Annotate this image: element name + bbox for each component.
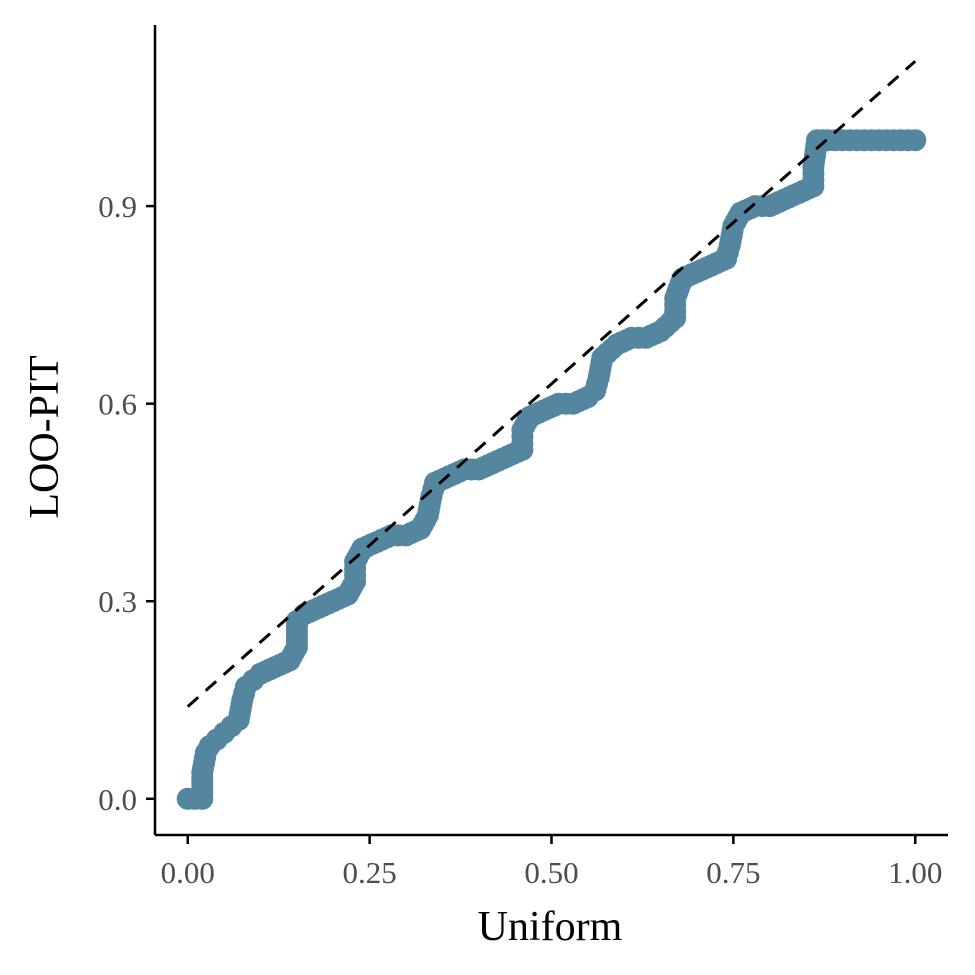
x-axis-ticks: 0.00 0.25 0.50 0.75 1.00: [161, 835, 942, 890]
reference-line: [186, 60, 917, 708]
x-tick-label: 0.25: [342, 855, 396, 890]
y-axis-title: LOO-PIT: [22, 355, 68, 518]
x-tick-label: 1.00: [888, 855, 942, 890]
y-tick-label: 0.0: [98, 782, 137, 817]
y-tick-label: 0.9: [98, 189, 137, 224]
x-tick-label: 0.50: [524, 855, 578, 890]
data-points: [176, 129, 927, 810]
data-point: [904, 129, 927, 152]
x-tick-label: 0.75: [706, 855, 760, 890]
x-axis-title: Uniform: [478, 904, 623, 950]
y-tick-label: 0.3: [98, 584, 137, 619]
x-tick-label: 0.00: [161, 855, 215, 890]
y-tick-label: 0.6: [98, 387, 137, 422]
y-axis-ticks: 0.0 0.3 0.6 0.9: [98, 189, 155, 817]
